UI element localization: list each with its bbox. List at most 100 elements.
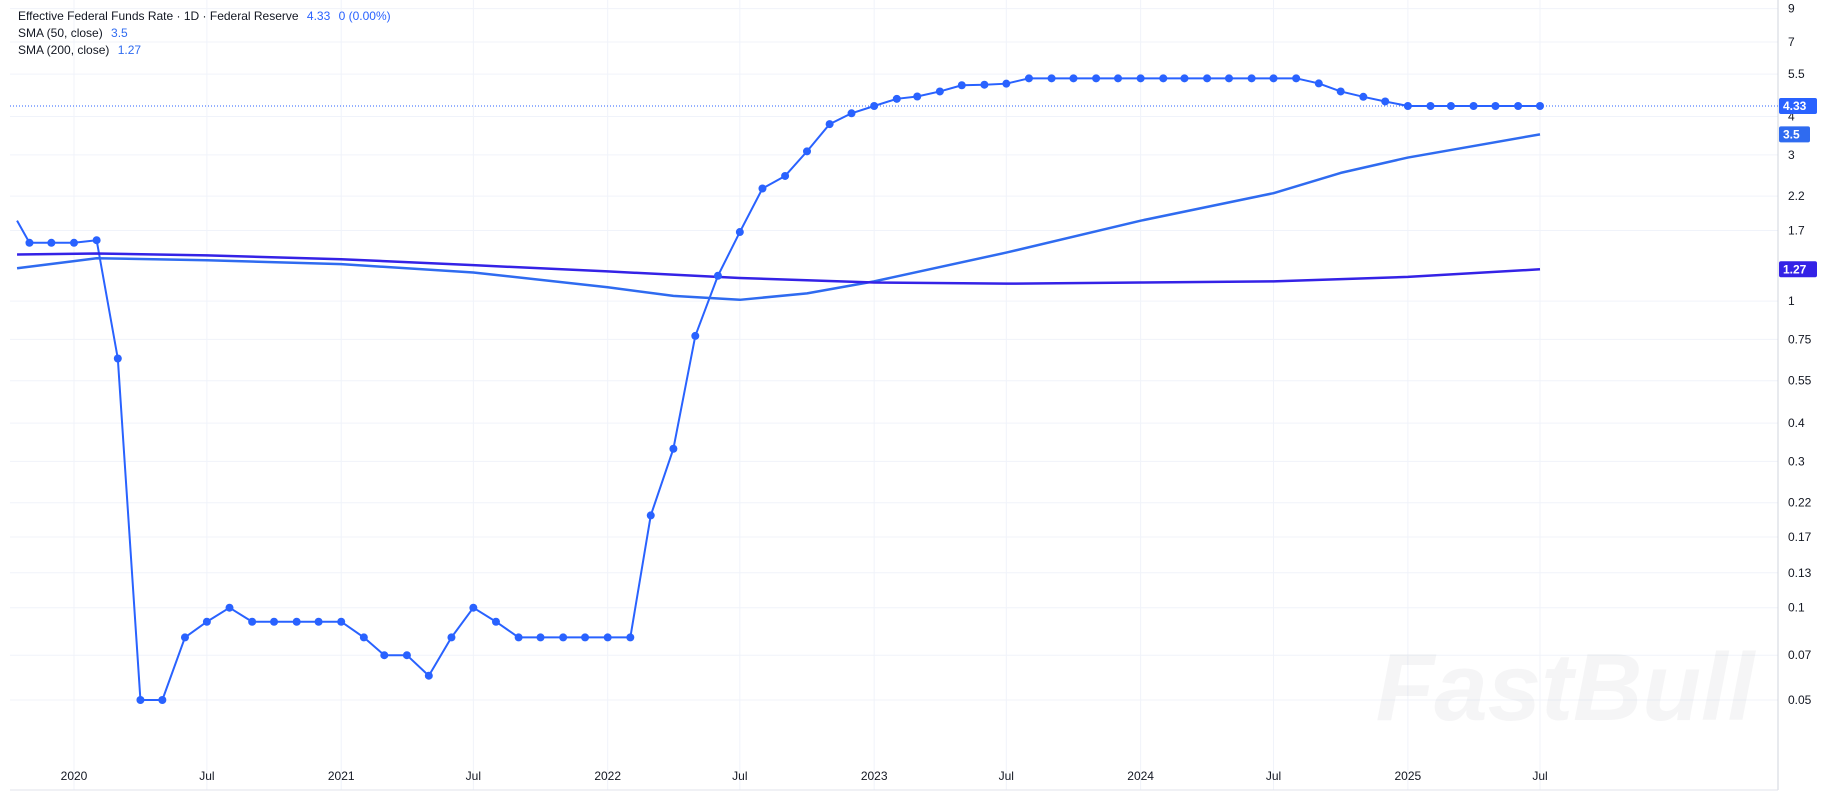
price-point-marker xyxy=(957,81,966,90)
tag-background xyxy=(1779,98,1817,114)
price-point-marker xyxy=(1024,74,1033,83)
price-point-marker xyxy=(136,696,145,704)
time-tick-label: 2025 xyxy=(1395,769,1422,783)
price-point-marker xyxy=(1292,74,1301,83)
legend-change: 0 (0.00%) xyxy=(338,9,391,23)
price-point-marker xyxy=(113,354,122,363)
legend-sma200-row[interactable]: SMA (200, close) 1.27 xyxy=(18,42,391,59)
price-point-marker xyxy=(1314,79,1323,88)
watermark-text: FastBull xyxy=(1376,634,1757,741)
price-point-marker xyxy=(1136,74,1145,83)
price-point-marker xyxy=(691,331,700,340)
price-point-marker xyxy=(1536,102,1544,110)
price-point-marker xyxy=(92,236,101,245)
watermark-logo: FastBull xyxy=(1376,634,1757,741)
price-point-marker xyxy=(847,109,856,118)
price-point-marker xyxy=(469,603,478,612)
price-tick-label: 0.22 xyxy=(1788,496,1812,510)
price-point-marker xyxy=(1069,74,1078,83)
time-tick-label: Jul xyxy=(466,769,481,783)
time-tick-label: Jul xyxy=(999,769,1014,783)
time-tick-label: 2020 xyxy=(61,769,88,783)
tag-background xyxy=(1779,261,1817,278)
series-lines xyxy=(16,77,1541,701)
price-point-marker xyxy=(1269,74,1278,83)
legend-main-row[interactable]: Effective Federal Funds Rate · 1D · Fede… xyxy=(18,8,391,25)
price-point-marker xyxy=(380,651,389,660)
price-point-marker xyxy=(47,238,56,247)
time-tick-label: 2021 xyxy=(328,769,355,783)
price-point-marker xyxy=(337,617,346,626)
price-tick-label: 0.13 xyxy=(1788,566,1812,580)
grid xyxy=(10,0,1778,790)
price-tick-label: 0.75 xyxy=(1788,332,1812,346)
tag-label: 3.5 xyxy=(1783,127,1800,141)
price-point-marker xyxy=(359,633,368,642)
time-tick-label: Jul xyxy=(199,769,214,783)
tag-background xyxy=(1779,126,1810,143)
price-point-marker xyxy=(402,651,411,660)
time-tick-label: 2022 xyxy=(594,769,621,783)
price-point-marker xyxy=(514,633,523,642)
price-point-marker xyxy=(1047,74,1056,83)
price-point-marker xyxy=(248,617,257,626)
price-point-marker xyxy=(559,633,568,642)
price-tick-label: 3 xyxy=(1788,148,1795,162)
time-tick-label: Jul xyxy=(732,769,747,783)
price-point-marker xyxy=(735,228,744,237)
price-tick-label: 7 xyxy=(1788,35,1795,49)
time-tick-label: Jul xyxy=(1266,769,1281,783)
price-tick-label: 1 xyxy=(1788,294,1795,308)
price-point-marker xyxy=(1446,102,1455,110)
price-point-marker xyxy=(803,147,811,156)
legend-sma50-row[interactable]: SMA (50, close) 3.5 xyxy=(18,25,391,42)
price-point-marker xyxy=(180,633,189,642)
price-point-marker xyxy=(913,92,922,101)
price-point-marker xyxy=(1180,74,1189,83)
price-point-marker xyxy=(491,617,500,626)
price-point-marker xyxy=(1359,92,1368,101)
price-point-marker xyxy=(536,633,545,642)
time-tick-label: Jul xyxy=(1532,769,1547,783)
price-point-marker xyxy=(1092,74,1101,83)
price-point-marker xyxy=(1247,74,1256,83)
price-point-marker xyxy=(25,238,34,247)
price-tick-label: 4 xyxy=(1788,110,1795,124)
price-point-marker xyxy=(1426,102,1435,110)
price-tick-label: 9 xyxy=(1788,2,1795,16)
price-point-marker xyxy=(935,87,944,96)
price-point-marker xyxy=(1159,74,1168,83)
price-point-marker xyxy=(70,238,78,247)
price-point-marker xyxy=(669,444,678,453)
price-point-marker xyxy=(1336,87,1345,96)
price-axis[interactable]: 9 7 5.5 4 3 2.2 1.7 1 0.75 0.55 0.4 0.3 0.22 0.17 0.13… xyxy=(1788,2,1812,707)
price-point-marker xyxy=(758,184,767,193)
price-point-marker xyxy=(1403,102,1412,110)
price-point-marker xyxy=(158,696,167,704)
price-point-marker xyxy=(1469,102,1478,110)
price-point-marker xyxy=(202,617,211,626)
price-point-marker xyxy=(1002,79,1011,88)
sma200-last-value-tag: 1.27 xyxy=(1779,261,1817,278)
price-point-marker xyxy=(713,271,722,280)
price-point-marker xyxy=(1114,74,1123,83)
price-point-marker xyxy=(781,171,790,180)
price-point-marker xyxy=(603,633,612,642)
price-point-marker xyxy=(1224,74,1233,83)
tag-label: 4.33 xyxy=(1783,99,1807,113)
time-axis[interactable]: 2020 Jul 2021 Jul 2022 Jul 2023 Jul 2024 Jul 2025 J… xyxy=(61,769,1548,783)
price-tick-label: 0.55 xyxy=(1788,374,1812,388)
sma50-series-line xyxy=(16,133,1541,302)
price-point-marker xyxy=(1203,74,1212,83)
price-point-marker xyxy=(825,120,834,129)
tag-label: 1.27 xyxy=(1783,262,1807,276)
price-point-marker xyxy=(424,671,433,680)
legend-sma200-value: 1.27 xyxy=(117,43,142,57)
legend-sma50-value: 3.5 xyxy=(111,26,128,40)
price-point-marker xyxy=(646,511,655,520)
price-point-marker xyxy=(581,633,590,642)
price-tick-label: 5.5 xyxy=(1788,67,1805,81)
price-tick-label: 0.07 xyxy=(1788,648,1812,662)
price-tick-label: 0.1 xyxy=(1788,601,1805,615)
